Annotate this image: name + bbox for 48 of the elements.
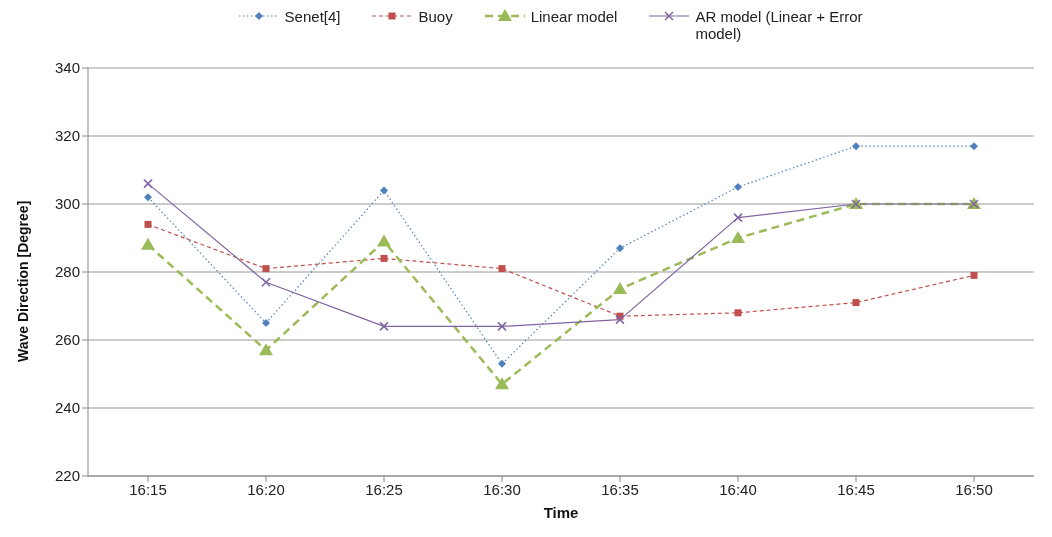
x-tick-label: 16:15 [129,480,167,498]
x-tick-label: 16:25 [365,480,403,498]
y-tick-label: 260 [54,331,80,349]
y-tick-label: 220 [54,467,80,485]
point [497,321,507,332]
point [970,142,978,151]
point [734,183,742,191]
point [143,178,153,189]
point [734,309,742,317]
y-axis-title: Wave Direction [Degree] [14,200,31,362]
y-tick-label: 280 [54,263,80,281]
point [377,234,391,247]
point [262,319,270,327]
x-tick-label: 16:45 [837,480,875,498]
point [141,237,155,250]
point [380,254,388,262]
legend-label: Senet[4] [284,8,341,25]
point [498,265,506,273]
point [731,231,745,243]
point [495,377,509,390]
point [144,220,152,228]
point [852,299,860,307]
y-tick-label: 300 [54,195,80,213]
point [144,193,152,202]
x-tick-label: 16:20 [247,480,285,498]
x-tick-label: 16:50 [955,480,993,498]
legend-label: AR model (Linear + Error model) [695,8,864,42]
x-tick-label: 16:35 [601,480,639,498]
y-tick-label: 340 [54,59,80,77]
x-tick-label: 16:30 [483,480,521,498]
point [379,321,389,332]
x-tick-label: 16:40 [719,480,757,498]
legend-label: Linear model [530,8,618,25]
point [852,142,860,151]
point [615,314,625,325]
point [262,265,270,273]
legend-label: Buoy [418,8,453,25]
point [733,212,743,223]
point [380,186,388,195]
point [259,343,273,356]
y-tick-label: 240 [54,399,80,417]
point [616,244,624,253]
y-tick-label: 320 [54,127,80,145]
x-axis-title: Time [543,504,579,521]
point [261,277,271,287]
point [498,359,506,368]
point [970,271,978,279]
point [613,282,627,294]
